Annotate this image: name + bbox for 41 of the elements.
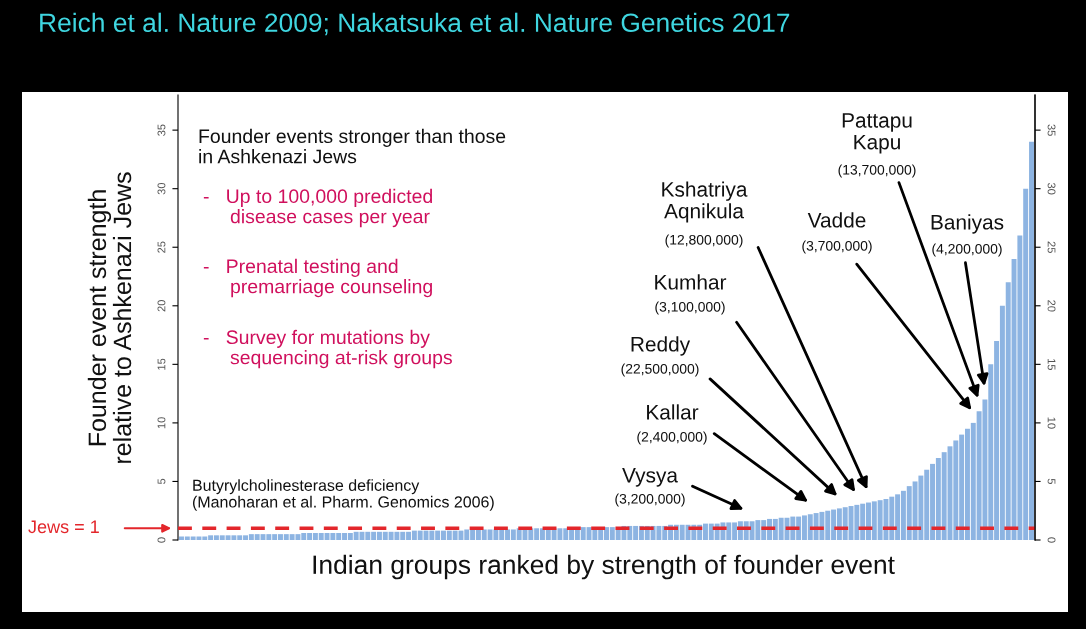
annotation: Vadde — [807, 212, 866, 228]
y2-tick-label: 20 — [1047, 300, 1056, 312]
annotation: (22,500,000) — [621, 363, 699, 377]
chart-title: Reich et al. Nature 2009; Nakatsuka et al. Nature Genetics 2017 — [40, 12, 790, 36]
annotation: Butyrylcholinesterase deficiency (Manoharan et al. Pharm. Genomics 2006) — [192, 479, 494, 511]
annotation: Kallar — [647, 404, 699, 420]
annotation: Kshatriya Aqnikula — [662, 181, 748, 223]
y2-tick-label: 15 — [1047, 359, 1056, 371]
annotation: (3,700,000) — [802, 240, 872, 254]
annotation: - Up to 100,000 predicted disease cases per year — [203, 188, 432, 228]
y2-tick-label: 35 — [1047, 124, 1056, 136]
annotation: Reddy — [631, 336, 691, 356]
annotation: Vysya — [622, 468, 678, 487]
y-tick-label: 0 — [157, 537, 166, 543]
y-tick-label: 20 — [157, 300, 166, 312]
annotation: - Prenatal testing and premarriage counseling — [203, 258, 432, 298]
annotation: Baniyas — [931, 214, 1004, 234]
y2-tick-label: 10 — [1047, 417, 1056, 429]
y2-tick-label: 0 — [1047, 537, 1056, 543]
x-axis-title: Indian groups ranked by strength of founder event — [313, 554, 895, 580]
y-tick-label: 5 — [157, 478, 166, 485]
annotation: Pattapu Kapu — [842, 113, 912, 154]
y2-tick-label: 30 — [1047, 182, 1056, 195]
annotation: (4,200,000) — [932, 243, 1002, 257]
y-tick-label: 10 — [157, 417, 166, 429]
annotation: (2,400,000) — [637, 431, 707, 445]
y-tick-label: 25 — [157, 241, 166, 253]
annotation: (12,800,000) — [665, 234, 743, 248]
annotation: (3,100,000) — [655, 301, 725, 315]
y-tick-label: 15 — [157, 358, 166, 370]
annotation: Kumhar — [655, 274, 727, 290]
y-axis-title: Founder event strength relative to Ashkenazi Jews — [87, 172, 132, 463]
y-tick-label: 30 — [157, 182, 166, 195]
ref-line-label: Jews = 1 — [28, 520, 99, 534]
annotation: (3,200,000) — [615, 493, 685, 507]
annotation: - Survey for mutations by sequencing at-risk groups — [203, 329, 452, 369]
y2-tick-label: 5 — [1047, 478, 1056, 485]
annotation: Founder events stronger than those in Ashkenazi Jews — [199, 128, 506, 164]
annotation: (13,700,000) — [838, 164, 916, 178]
y2-tick-label: 25 — [1047, 241, 1056, 253]
y-tick-label: 35 — [157, 124, 166, 136]
